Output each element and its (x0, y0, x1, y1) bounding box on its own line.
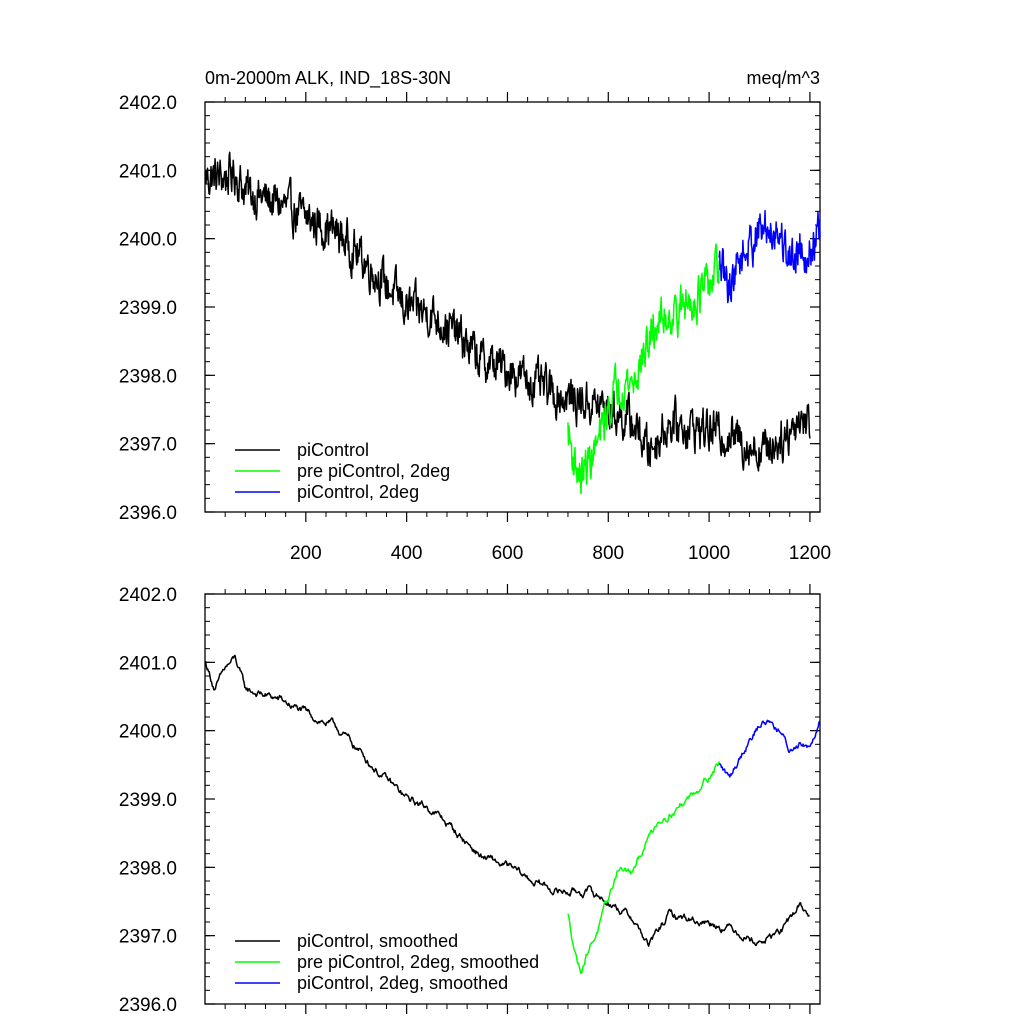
series-line (718, 719, 821, 778)
top-panel: 0m-2000m ALK, IND_18S-30N meq/m^3 2396.0… (119, 68, 831, 564)
x-tick-label: 800 (592, 543, 624, 564)
y-axis-labels: 2396.0 2397.0 2398.0 2399.0 2400.0 2401.0 2402… (119, 585, 177, 1016)
legend-label: piControl, smoothed (297, 931, 458, 951)
x-tick-label: 1000 (688, 543, 730, 564)
y-tick-label: 2402.0 (119, 93, 177, 114)
y-tick-label: 2400.0 (119, 722, 177, 743)
y-tick-label: 2398.0 (119, 858, 177, 879)
y-tick-label: 2397.0 (119, 435, 177, 456)
data-lines (204, 151, 821, 495)
y-tick-label: 2396.0 (119, 503, 177, 524)
legend-label: piControl, 2deg (297, 482, 419, 502)
data-lines (204, 654, 821, 975)
y-tick-label: 2401.0 (119, 161, 177, 182)
y-tick-label: 2400.0 (119, 230, 177, 251)
x-tick-label: 1200 (789, 543, 831, 564)
units-label: meq/m^3 (747, 68, 820, 88)
y-tick-label: 2402.0 (119, 585, 177, 606)
series-line (204, 151, 811, 472)
x-tick-label: 400 (391, 543, 423, 564)
series-line (204, 654, 810, 947)
y-tick-label: 2398.0 (119, 366, 177, 387)
series-line (567, 243, 720, 495)
axis-ticks (205, 584, 820, 1014)
x-axis-labels: 200 400 600 800 1000 1200 (290, 543, 831, 564)
x-tick-label: 200 (290, 543, 322, 564)
y-axis-labels: 2396.0 2397.0 2398.0 2399.0 2400.0 2401.0 2402… (119, 93, 177, 524)
series-line (718, 209, 821, 304)
legend-label: pre piControl, 2deg, smoothed (297, 952, 539, 972)
legend-label: pre piControl, 2deg (297, 461, 450, 481)
axis-ticks (205, 92, 820, 522)
legend-label: piControl (297, 440, 369, 460)
legend-label: piControl, 2deg, smoothed (297, 973, 508, 993)
series-line (567, 761, 720, 975)
bottom-panel: 2396.0 2397.0 2398.0 2399.0 2400.0 2401.0 2402… (119, 584, 821, 1016)
chart-title: 0m-2000m ALK, IND_18S-30N (205, 68, 451, 89)
y-tick-label: 2399.0 (119, 298, 177, 319)
y-tick-label: 2401.0 (119, 653, 177, 674)
y-tick-label: 2399.0 (119, 790, 177, 811)
y-tick-label: 2397.0 (119, 927, 177, 948)
y-tick-label: 2396.0 (119, 995, 177, 1016)
x-tick-label: 600 (492, 543, 524, 564)
